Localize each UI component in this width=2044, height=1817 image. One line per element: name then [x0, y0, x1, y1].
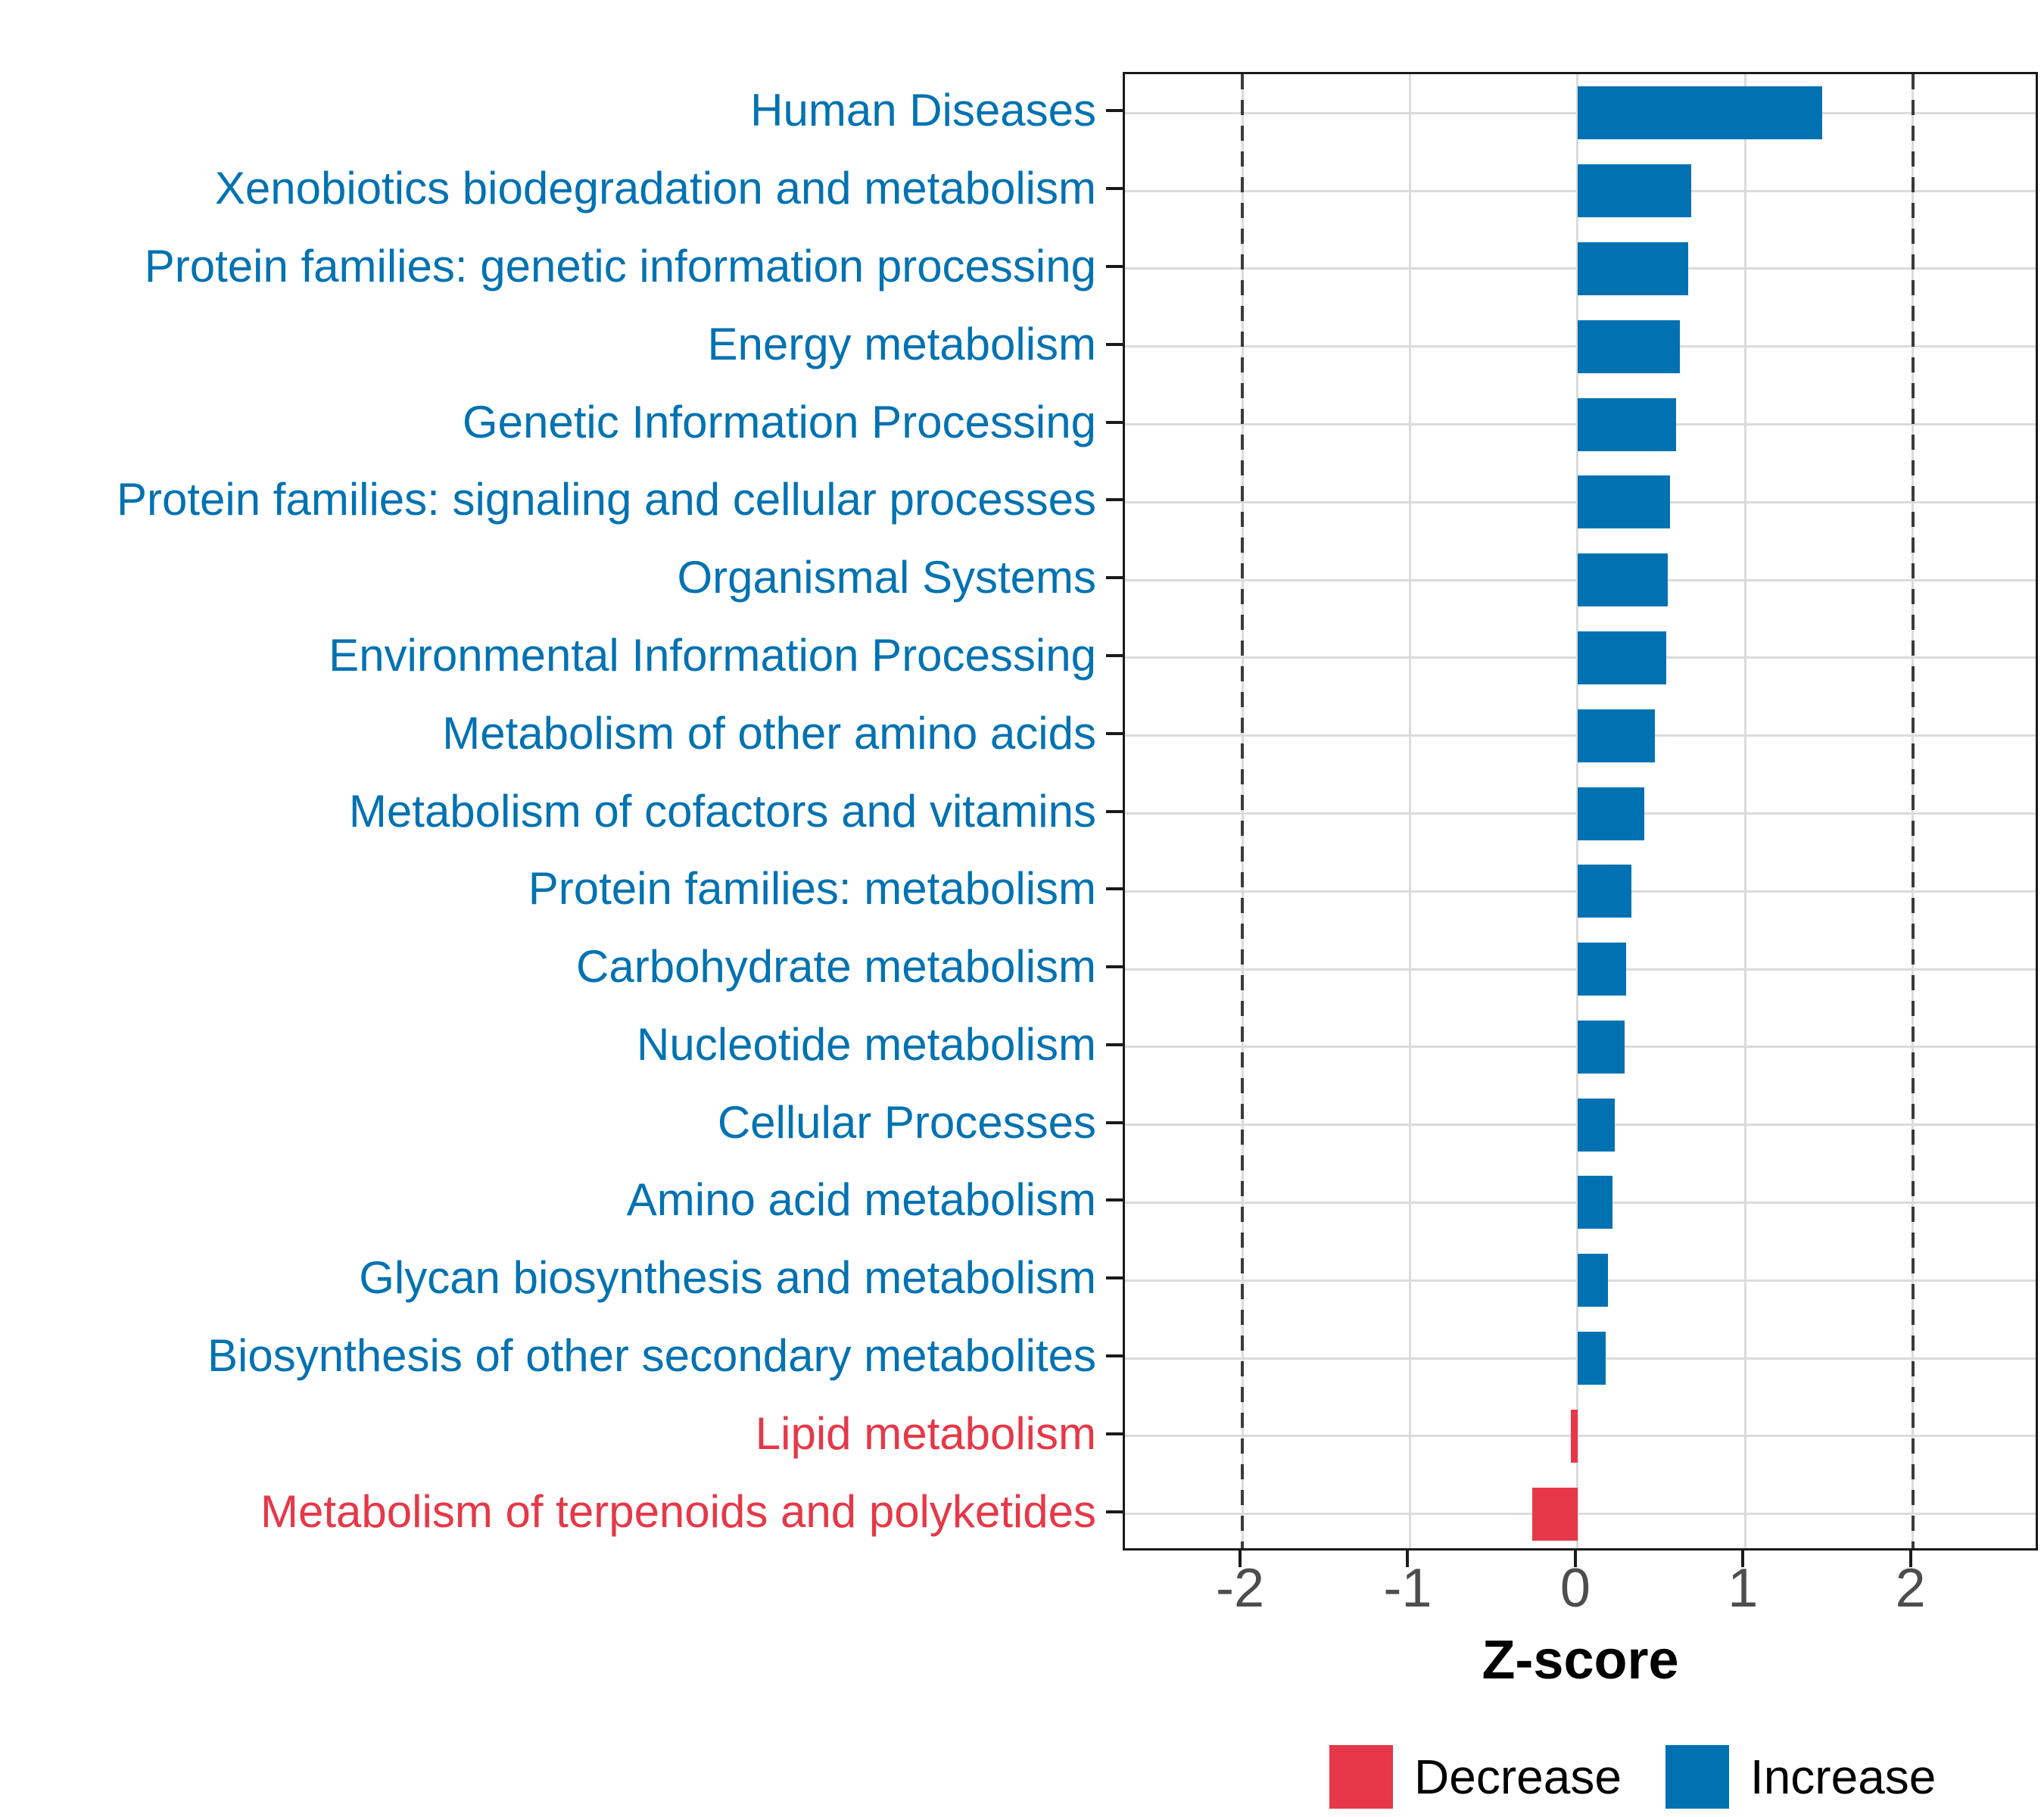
- y-axis-tick: [1106, 653, 1123, 657]
- bar: [1577, 631, 1667, 684]
- y-axis-tick: [1106, 1276, 1123, 1280]
- bar: [1577, 709, 1655, 762]
- x-axis-tick-label: -2: [1215, 1558, 1265, 1619]
- x-axis-tick: [1573, 1551, 1577, 1567]
- legend-label-increase: Increase: [1750, 1750, 1937, 1804]
- y-axis-label: Lipid metabolism: [755, 1407, 1096, 1459]
- legend: Decrease Increase: [1329, 1745, 1936, 1809]
- y-axis-label: Human Diseases: [750, 85, 1096, 136]
- x-axis-tick: [1239, 1551, 1242, 1567]
- y-axis-label-area: Human Diseases Xenobiotics biodegradation…: [0, 72, 1096, 1551]
- y-axis-label: Nucleotide metabolism: [637, 1018, 1096, 1070]
- y-axis-tick: [1106, 109, 1123, 113]
- bar: [1577, 1176, 1613, 1230]
- y-axis-tick: [1106, 187, 1123, 191]
- bar: [1577, 242, 1688, 295]
- y-axis-label: Environmental Information Processing: [329, 629, 1096, 681]
- y-axis-label: Organismal Systems: [677, 552, 1096, 603]
- h-gridline: [1125, 1513, 2036, 1516]
- x-axis-tick: [1908, 1551, 1912, 1567]
- x-axis-tick-label: 2: [1895, 1558, 1926, 1619]
- dashed-reference-line: [1911, 74, 1915, 1548]
- y-axis-label: Cellular Processes: [717, 1096, 1096, 1148]
- y-axis-label: Energy metabolism: [707, 318, 1096, 369]
- y-axis-label: Metabolism of other amino acids: [442, 707, 1096, 759]
- bar: [1577, 164, 1692, 218]
- h-gridline: [1125, 1435, 2036, 1438]
- y-axis-label: Glycan biosynthesis and metabolism: [359, 1252, 1096, 1304]
- bar: [1577, 787, 1645, 840]
- y-axis-tick: [1106, 576, 1123, 580]
- bar: [1577, 475, 1670, 529]
- y-axis-label: Metabolism of terpenoids and polyketides: [260, 1485, 1096, 1537]
- bar: [1577, 319, 1680, 373]
- y-axis-tick: [1106, 1043, 1123, 1046]
- legend-label-decrease: Decrease: [1414, 1750, 1622, 1804]
- v-gridline: [1743, 74, 1746, 1548]
- y-axis-tick: [1106, 264, 1123, 268]
- plot-panel: [1123, 72, 2038, 1551]
- y-axis-tick: [1106, 731, 1123, 735]
- y-axis-tick: [1106, 498, 1123, 502]
- bar: [1577, 397, 1677, 451]
- y-axis-tick: [1106, 420, 1123, 424]
- y-axis-tick: [1106, 1510, 1123, 1513]
- x-axis-tick: [1741, 1551, 1745, 1567]
- y-axis-label: Metabolism of cofactors and vitamins: [348, 785, 1096, 837]
- x-axis-tick-label: 0: [1559, 1558, 1591, 1619]
- y-axis-tick: [1106, 1432, 1123, 1435]
- bar: [1577, 865, 1631, 918]
- bar: [1577, 1332, 1606, 1385]
- bar: [1532, 1487, 1578, 1541]
- bar: [1571, 1409, 1578, 1463]
- y-axis-tick: [1106, 809, 1123, 813]
- y-axis-tick: [1106, 1198, 1123, 1202]
- y-axis-label: Xenobiotics biodegradation and metabolis…: [214, 163, 1096, 214]
- bar: [1577, 1020, 1625, 1074]
- bar: [1577, 86, 1823, 140]
- x-axis-tick-label: 1: [1728, 1558, 1759, 1619]
- x-axis-title: Z-score: [1482, 1630, 1679, 1691]
- y-axis-tick: [1106, 342, 1123, 346]
- bar: [1577, 1098, 1615, 1152]
- y-axis-label: Protein families: signaling and cellular…: [117, 474, 1096, 525]
- y-axis-label: Amino acid metabolism: [626, 1174, 1096, 1226]
- bar: [1577, 1254, 1608, 1307]
- y-axis-label: Genetic Information Processing: [462, 396, 1096, 447]
- y-axis-tick: [1106, 1120, 1123, 1124]
- y-axis-label: Protein families: genetic information pr…: [144, 240, 1096, 291]
- bar: [1577, 553, 1669, 607]
- v-gridline: [1408, 74, 1411, 1548]
- dashed-reference-line: [1241, 74, 1244, 1548]
- y-axis-label: Biosynthesis of other secondary metaboli…: [207, 1330, 1096, 1382]
- y-axis-label: Protein families: metabolism: [528, 863, 1096, 915]
- y-axis-tick: [1106, 1354, 1123, 1358]
- y-axis-tick: [1106, 965, 1123, 969]
- bar: [1577, 943, 1627, 996]
- legend-key-decrease: [1329, 1745, 1393, 1809]
- x-axis-tick-label: -1: [1383, 1558, 1432, 1619]
- y-axis-tick: [1106, 887, 1123, 891]
- legend-key-increase: [1665, 1745, 1729, 1809]
- x-axis-tick: [1406, 1551, 1410, 1567]
- y-axis-label: Carbohydrate metabolism: [576, 941, 1096, 993]
